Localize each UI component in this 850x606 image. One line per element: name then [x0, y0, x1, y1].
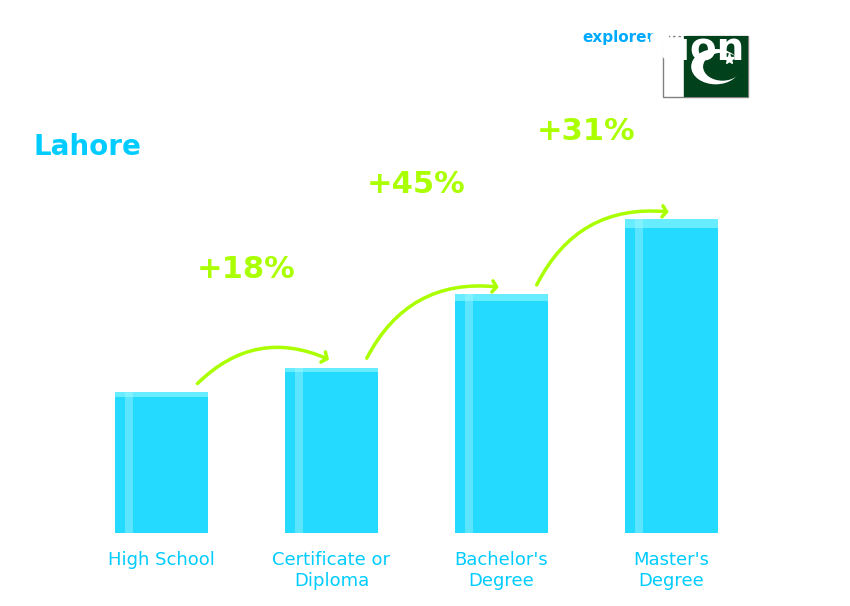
Text: Average Monthly Salary: Average Monthly Salary: [816, 259, 829, 408]
Bar: [625, 219, 718, 228]
Text: Bachelor's
Degree: Bachelor's Degree: [455, 551, 548, 590]
Text: Community Service Manager: Community Service Manager: [34, 85, 397, 109]
Text: .com: .com: [644, 30, 685, 45]
Text: +18%: +18%: [197, 255, 296, 284]
Text: Salary Comparison By Education: Salary Comparison By Education: [34, 30, 745, 68]
Text: Lahore: Lahore: [34, 133, 142, 161]
Bar: [455, 294, 548, 533]
Text: +31%: +31%: [537, 118, 636, 146]
Bar: [635, 219, 643, 533]
Bar: [115, 392, 208, 396]
Text: High School: High School: [108, 551, 215, 570]
Text: 61,900 PKR: 61,900 PKR: [110, 363, 213, 381]
Text: +45%: +45%: [367, 170, 466, 199]
Text: salary: salary: [527, 30, 580, 45]
Text: Certificate or
Diploma: Certificate or Diploma: [273, 551, 390, 590]
Circle shape: [692, 50, 740, 84]
Bar: [455, 294, 548, 301]
Text: 138,000 PKR: 138,000 PKR: [615, 190, 728, 208]
Text: 72,800 PKR: 72,800 PKR: [280, 338, 383, 356]
Bar: [625, 219, 718, 533]
Bar: [285, 367, 378, 373]
Text: Master's
Degree: Master's Degree: [633, 551, 710, 590]
Circle shape: [704, 53, 741, 80]
Text: explorer: explorer: [582, 30, 654, 45]
Text: 105,000 PKR: 105,000 PKR: [445, 265, 558, 283]
Bar: [295, 367, 303, 533]
Bar: [285, 367, 378, 533]
Bar: [465, 294, 473, 533]
Bar: [115, 392, 208, 533]
Bar: [125, 392, 133, 533]
Bar: [684, 36, 748, 97]
